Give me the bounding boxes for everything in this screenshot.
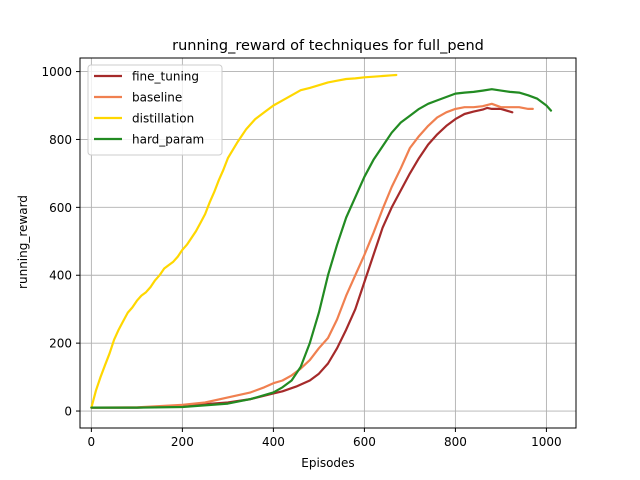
legend-label: distillation bbox=[132, 112, 194, 126]
x-axis: 0 200 400 600 800 1000 bbox=[88, 428, 562, 449]
series-line-baseline bbox=[90, 102, 534, 409]
x-tick-label: 0 bbox=[88, 435, 96, 449]
plot-frame bbox=[79, 57, 577, 429]
grid bbox=[80, 58, 576, 428]
x-tick-label: 200 bbox=[171, 435, 194, 449]
y-tick-label: 800 bbox=[49, 133, 72, 147]
x-axis-label: Episodes bbox=[301, 456, 354, 470]
series-line-distillation bbox=[90, 73, 398, 409]
x-tick-label: 1000 bbox=[531, 435, 562, 449]
y-tick-label: 200 bbox=[49, 337, 72, 351]
legend-label: baseline bbox=[132, 91, 182, 105]
series-line-hard-param bbox=[90, 88, 553, 409]
legend: fine_tuning baseline distillation hard_para… bbox=[87, 64, 223, 156]
y-tick-label: 400 bbox=[49, 269, 72, 283]
y-axis-label: running_reward bbox=[16, 195, 30, 289]
series-layer bbox=[90, 73, 553, 409]
legend-label: hard_param bbox=[132, 133, 204, 147]
y-tick-label: 0 bbox=[64, 405, 72, 419]
y-axis: 0 200 400 600 800 1000 bbox=[41, 65, 80, 419]
x-tick-label: 400 bbox=[262, 435, 285, 449]
x-tick-label: 600 bbox=[353, 435, 376, 449]
series-line-fine-tuning bbox=[90, 106, 514, 409]
y-tick-label: 600 bbox=[49, 201, 72, 215]
legend-box bbox=[87, 64, 223, 156]
chart-title: running_reward of techniques for full_pe… bbox=[172, 38, 484, 54]
y-tick-label: 1000 bbox=[41, 65, 72, 79]
x-tick-label: 800 bbox=[444, 435, 467, 449]
legend-label: fine_tuning bbox=[132, 70, 199, 84]
